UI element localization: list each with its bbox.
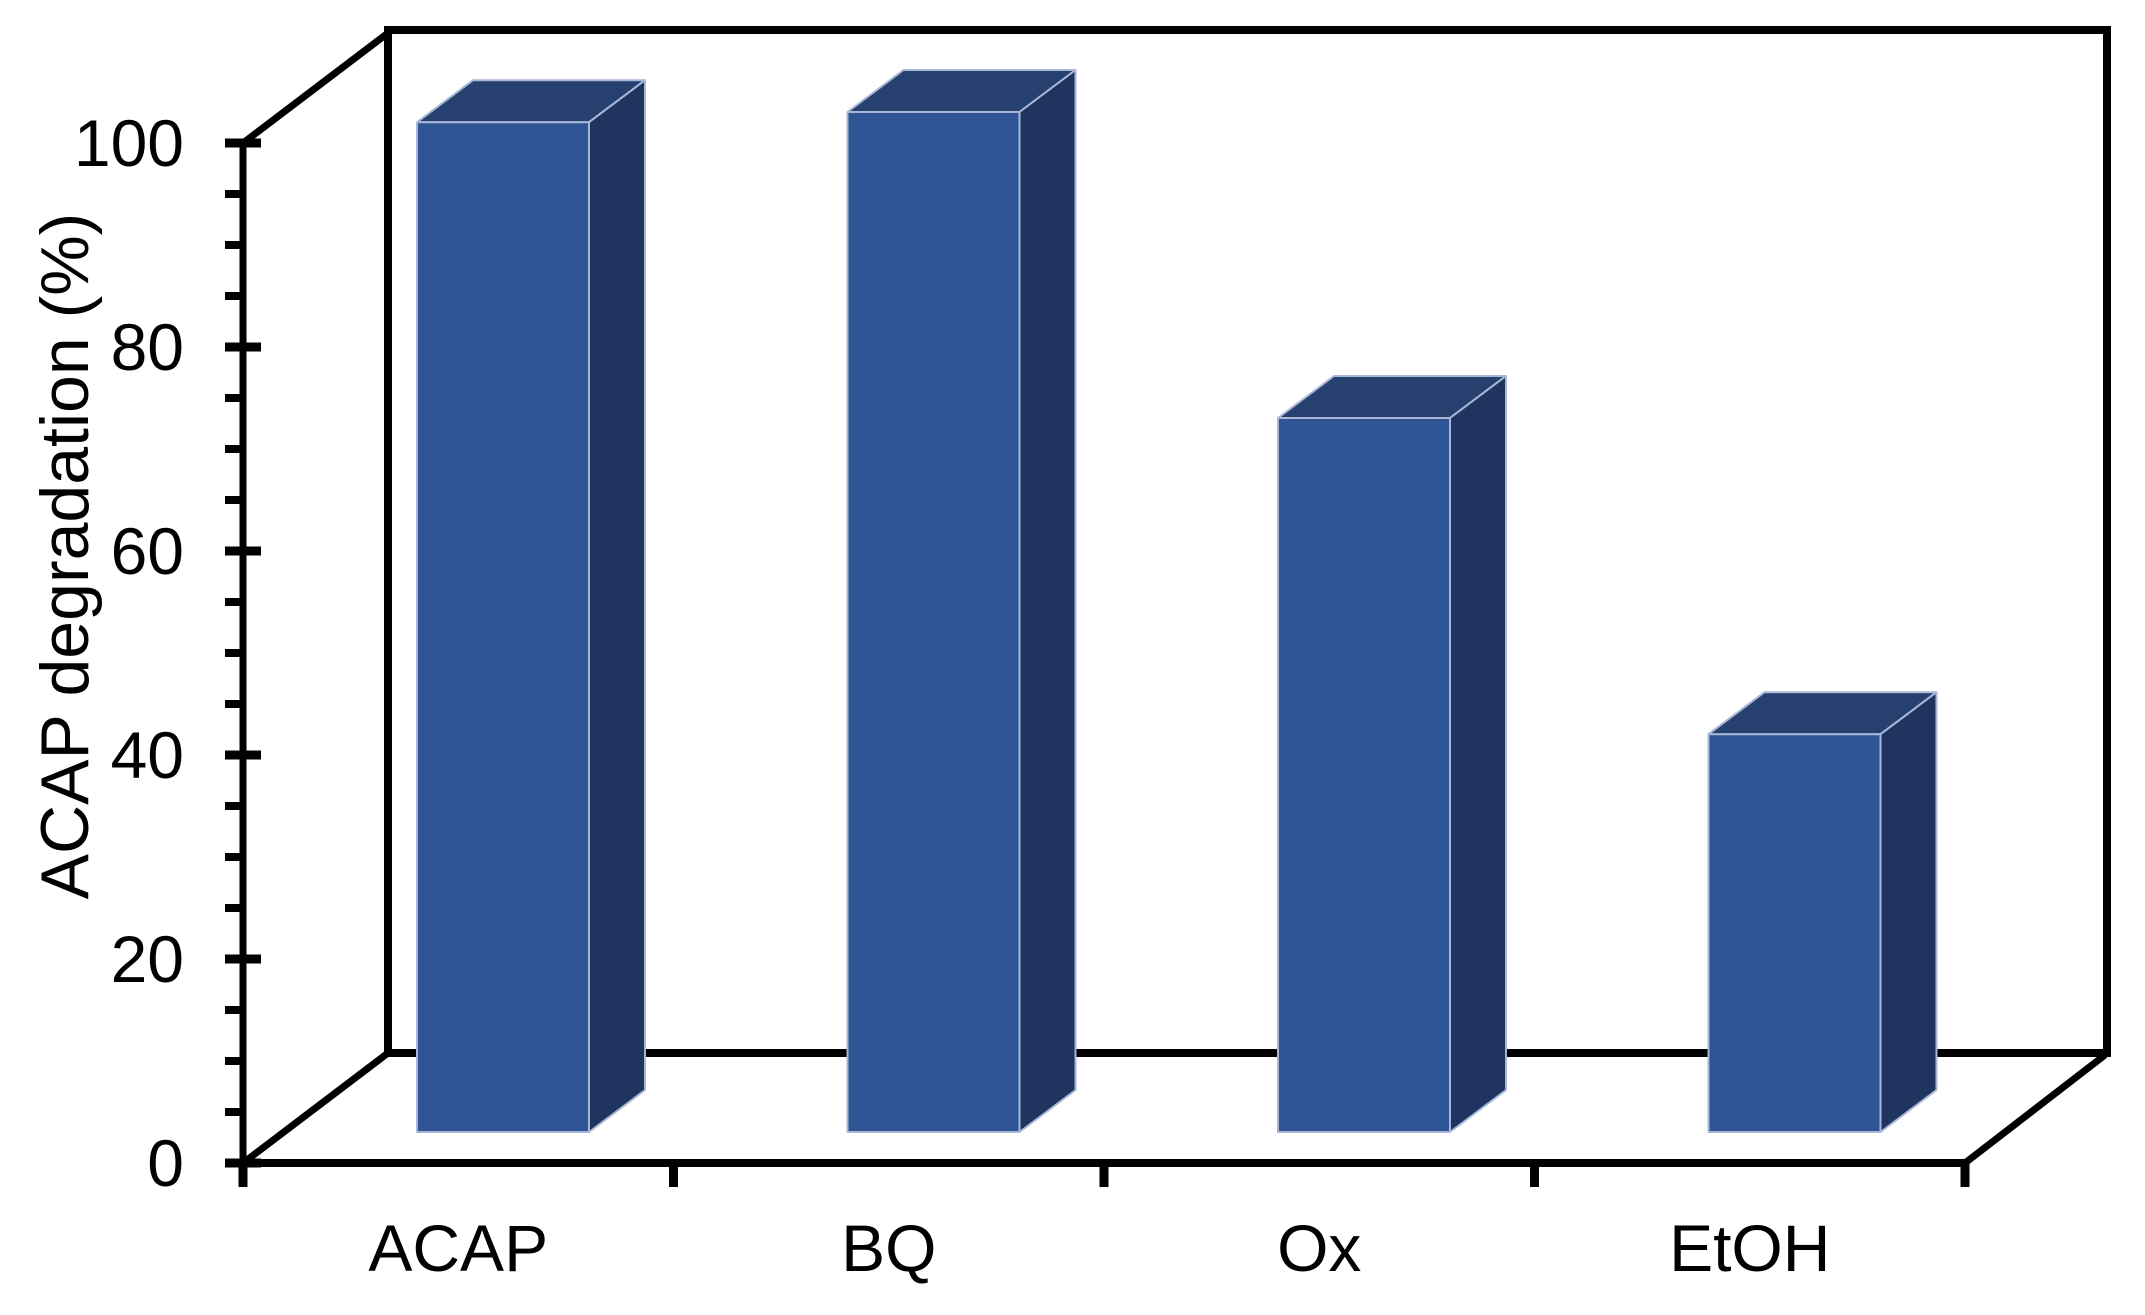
y-tick-label: 100 — [74, 106, 184, 180]
bar-side-face — [588, 79, 646, 1133]
y-tick-label: 80 — [111, 310, 184, 384]
y-tick-label: 0 — [147, 1126, 184, 1200]
y-tick-label: 40 — [111, 718, 184, 792]
back-wall — [384, 26, 2111, 1057]
bar-side-face — [1449, 375, 1507, 1133]
bar-BQ — [846, 69, 1077, 1133]
category-label-BQ: BQ — [841, 1211, 936, 1285]
bar-EtOH — [1707, 691, 1938, 1133]
bar-side-face — [1879, 691, 1938, 1133]
category-label-ACAP: ACAP — [368, 1211, 548, 1285]
category-label-EtOH: EtOH — [1669, 1211, 1830, 1285]
bar-Ox — [1277, 375, 1507, 1133]
bar-front-face — [416, 121, 590, 1133]
depth-edge-top-left — [240, 30, 391, 146]
category-label-Ox: Ox — [1277, 1211, 1361, 1285]
bar-side-face — [1018, 69, 1077, 1133]
bar-front-face — [846, 111, 1021, 1133]
depth-edge-bottom-left — [240, 1050, 391, 1166]
bar-front-face — [1277, 417, 1451, 1133]
depth-edge-bottom-right — [1962, 1052, 2108, 1166]
y-axis-title: ACAP degradation (%) — [27, 213, 103, 900]
bar-front-face — [1707, 733, 1882, 1133]
y-tick-label: 20 — [111, 922, 184, 996]
bar-ACAP — [416, 79, 646, 1133]
y-tick-label: 60 — [111, 514, 184, 588]
